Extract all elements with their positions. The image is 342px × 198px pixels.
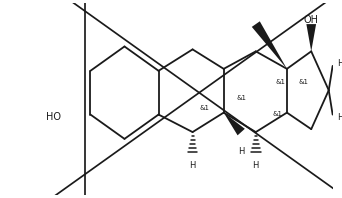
Text: H: H — [238, 147, 245, 156]
Text: OH: OH — [304, 15, 319, 25]
Text: &1: &1 — [299, 79, 308, 85]
Text: &1: &1 — [236, 95, 246, 101]
Text: &1: &1 — [199, 105, 209, 111]
Text: &1: &1 — [272, 111, 282, 117]
Polygon shape — [252, 21, 287, 69]
Text: H: H — [189, 161, 196, 170]
Text: &1: &1 — [275, 79, 285, 85]
Polygon shape — [224, 113, 245, 135]
Text: HO: HO — [46, 112, 61, 123]
Polygon shape — [306, 24, 316, 51]
Text: H: H — [338, 113, 342, 122]
Text: H: H — [253, 161, 259, 170]
Text: H: H — [338, 59, 342, 68]
